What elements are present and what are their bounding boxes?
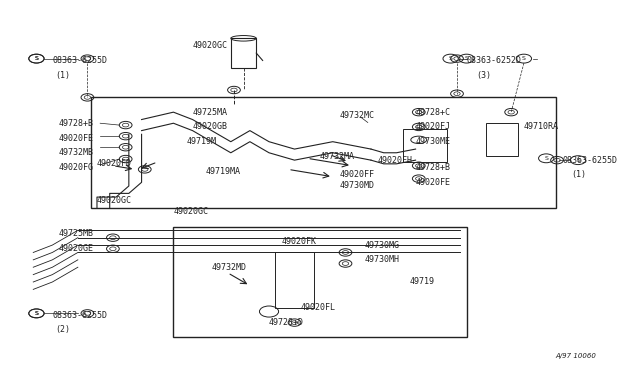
Text: S: S — [35, 56, 38, 61]
Text: 49020GC: 49020GC — [97, 196, 132, 205]
Text: 49020FL: 49020FL — [301, 303, 336, 312]
Text: 49732MB: 49732MB — [59, 148, 93, 157]
Text: 49728+B: 49728+B — [59, 119, 93, 128]
Text: (2): (2) — [56, 326, 70, 334]
Text: 49710RA: 49710RA — [524, 122, 559, 131]
Text: S: S — [449, 56, 452, 61]
Text: S: S — [576, 158, 580, 163]
Text: S: S — [465, 56, 468, 61]
Text: 49730MD: 49730MD — [339, 182, 374, 190]
Bar — [275, 253, 314, 308]
Text: (1): (1) — [56, 71, 70, 80]
Text: 49020GC: 49020GC — [173, 207, 209, 217]
Text: 49730MH: 49730MH — [365, 255, 399, 264]
Text: 49020FE: 49020FE — [59, 134, 93, 142]
Text: 49020GC: 49020GC — [193, 41, 228, 50]
Text: 49728+D: 49728+D — [269, 318, 304, 327]
Text: 49020FF: 49020FF — [339, 170, 374, 179]
Text: 49020GB: 49020GB — [193, 122, 228, 131]
Text: 08363-6255D: 08363-6255D — [562, 155, 617, 165]
Bar — [231, 38, 256, 68]
Text: 49730ME: 49730ME — [415, 137, 451, 146]
Text: A/97 10060: A/97 10060 — [556, 353, 596, 359]
Text: 49730MG: 49730MG — [365, 241, 399, 250]
Text: 49728+B: 49728+B — [415, 163, 451, 172]
Text: 49719M: 49719M — [186, 137, 216, 146]
Bar — [91, 97, 556, 208]
Text: 49732MC: 49732MC — [339, 111, 374, 121]
Bar — [173, 227, 467, 337]
Text: 49020FE: 49020FE — [415, 178, 451, 187]
Bar — [486, 123, 518, 157]
Text: 49728+C: 49728+C — [415, 108, 451, 117]
Text: S: S — [35, 56, 38, 61]
Text: 49732MA: 49732MA — [320, 152, 355, 161]
Text: 49719MA: 49719MA — [205, 167, 240, 176]
Text: S: S — [522, 56, 526, 61]
Text: S: S — [35, 311, 38, 316]
Text: 49020FH: 49020FH — [378, 155, 412, 165]
Bar — [403, 129, 447, 162]
Text: (1): (1) — [572, 170, 587, 179]
Text: 49725MB: 49725MB — [59, 230, 93, 238]
Text: 49020FG: 49020FG — [59, 163, 93, 172]
Text: 49020GE: 49020GE — [59, 244, 93, 253]
Text: 49725MA: 49725MA — [193, 108, 228, 117]
Text: S: S — [544, 156, 548, 161]
Text: 49020FD: 49020FD — [97, 159, 132, 169]
Text: 49719: 49719 — [409, 278, 434, 286]
Text: 08363-6255D: 08363-6255D — [52, 311, 108, 320]
Text: 49020FJ: 49020FJ — [415, 122, 451, 131]
Text: 49732MD: 49732MD — [212, 263, 246, 272]
Text: 08363-6252D: 08363-6252D — [467, 56, 522, 65]
Text: (3): (3) — [476, 71, 491, 80]
Text: S: S — [35, 311, 38, 316]
Text: 49020FK: 49020FK — [282, 237, 317, 246]
Text: 08363-6255D: 08363-6255D — [52, 56, 108, 65]
